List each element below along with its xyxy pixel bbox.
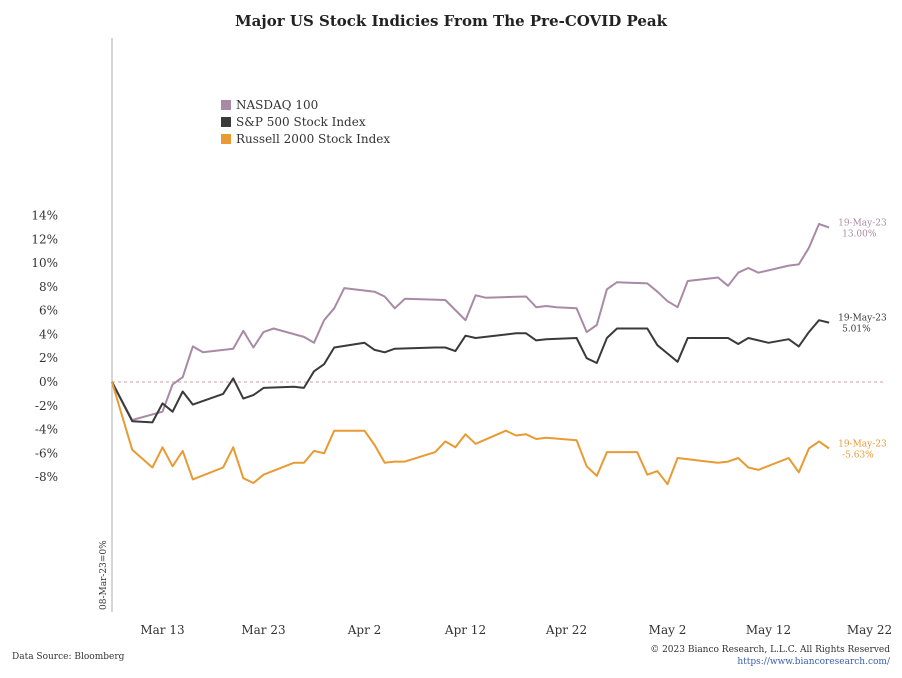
series-line-2 (111, 381, 830, 486)
y-tick-label: -2% (35, 399, 58, 413)
legend-swatch (221, 117, 231, 127)
series-line-0 (111, 223, 830, 421)
series-line-1 (111, 319, 830, 424)
series-layer (111, 223, 830, 486)
end-labels: 19-May-2313.00%19-May-235.01%19-May-23-5… (838, 219, 887, 461)
website-link[interactable]: https://www.biancoresearch.com/ (737, 657, 891, 667)
y-tick-label: 12% (31, 232, 58, 246)
end-label-value: 13.00% (842, 230, 877, 240)
x-tick-label: Apr 2 (347, 623, 382, 637)
y-tick-label: 4% (39, 327, 58, 341)
y-tick-label: -4% (35, 423, 58, 437)
y-tick-label: 8% (39, 280, 58, 294)
end-label-date: 19-May-23 (838, 219, 887, 229)
x-tick-label: May 22 (847, 623, 892, 637)
x-tick-label: Apr 22 (545, 623, 587, 637)
end-label-date: 19-May-23 (838, 440, 887, 450)
y-tick-label: -6% (35, 446, 58, 460)
legend-label: NASDAQ 100 (236, 98, 318, 112)
y-tick-label: 2% (39, 351, 58, 365)
axes: 14% 12% 10% 8% 6% 4% 2% 0% -2% -4% -6% -8% Mar 13 Mar… (31, 38, 892, 637)
legend-label: Russell 2000 Stock Index (236, 132, 390, 146)
legend-swatch (221, 134, 231, 144)
y-tick-label: 10% (31, 256, 58, 270)
x-tick-label: Mar 13 (140, 623, 184, 637)
vertical-zero-label: 08-Mar-23=0% (99, 540, 109, 610)
legend-swatch (221, 100, 231, 110)
chart-title: Major US Stock Indicies From The Pre-COV… (235, 12, 668, 30)
x-tick-label: May 2 (649, 623, 687, 637)
end-label-value: 5.01% (842, 325, 871, 335)
y-tick-label: 0% (39, 375, 58, 389)
x-tick-label: Mar 23 (241, 623, 285, 637)
x-tick-label: Apr 12 (444, 623, 486, 637)
end-label-value: -5.63% (842, 451, 874, 461)
y-tick-label: -8% (35, 470, 58, 484)
legend: NASDAQ 100 S&P 500 Stock Index Russell 200… (221, 98, 390, 146)
end-label-date: 19-May-23 (838, 314, 887, 324)
legend-label: S&P 500 Stock Index (236, 115, 366, 129)
x-tick-label: May 12 (746, 623, 791, 637)
data-source: Data Source: Bloomberg (12, 652, 125, 662)
copyright: © 2023 Bianco Research, L.L.C. All Right… (650, 645, 890, 655)
y-tick-label: 6% (39, 304, 58, 318)
y-tick-label: 14% (31, 209, 58, 223)
